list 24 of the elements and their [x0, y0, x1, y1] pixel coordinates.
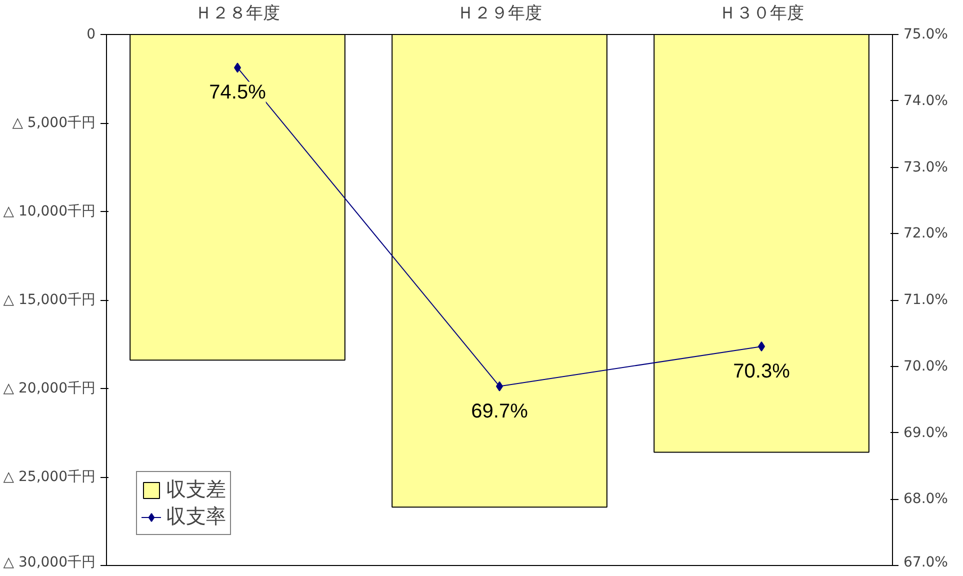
y2-tick-label: 71.0%: [904, 292, 948, 308]
y2-tick-label: 70.0%: [904, 358, 948, 374]
data-label: 70.3%: [733, 360, 790, 382]
y2-tick-label: 75.0%: [904, 26, 948, 42]
y-tick-label: △ 10,000千円: [3, 204, 96, 220]
y-tick-label: △ 20,000千円: [3, 380, 96, 396]
x-tick-label: Ｈ３０年度: [719, 4, 804, 24]
y-tick-label: △ 5,000千円: [12, 115, 96, 131]
y-tick-label: △ 15,000千円: [3, 292, 96, 308]
legend-label: 収支差: [166, 478, 226, 503]
y-tick-label: △ 25,000千円: [3, 469, 96, 485]
y2-tick-label: 72.0%: [904, 226, 948, 242]
y2-tick-label: 68.0%: [904, 491, 948, 508]
y2-tick-label: 74.0%: [904, 92, 948, 109]
x-tick-label: Ｈ２８年度: [195, 4, 280, 24]
y2-tick-label: 73.0%: [904, 159, 948, 176]
y2-tick-label: 67.0%: [904, 554, 948, 570]
y2-tick-label: 69.0%: [904, 424, 948, 441]
y-tick-label: 0: [86, 26, 96, 42]
legend-label: 収支率: [166, 505, 226, 530]
y-tick-label: △ 30,000千円: [3, 554, 96, 570]
data-label: 69.7%: [471, 400, 528, 422]
data-label: 74.5%: [209, 82, 266, 104]
x-tick-label: Ｈ２９年度: [457, 4, 542, 24]
